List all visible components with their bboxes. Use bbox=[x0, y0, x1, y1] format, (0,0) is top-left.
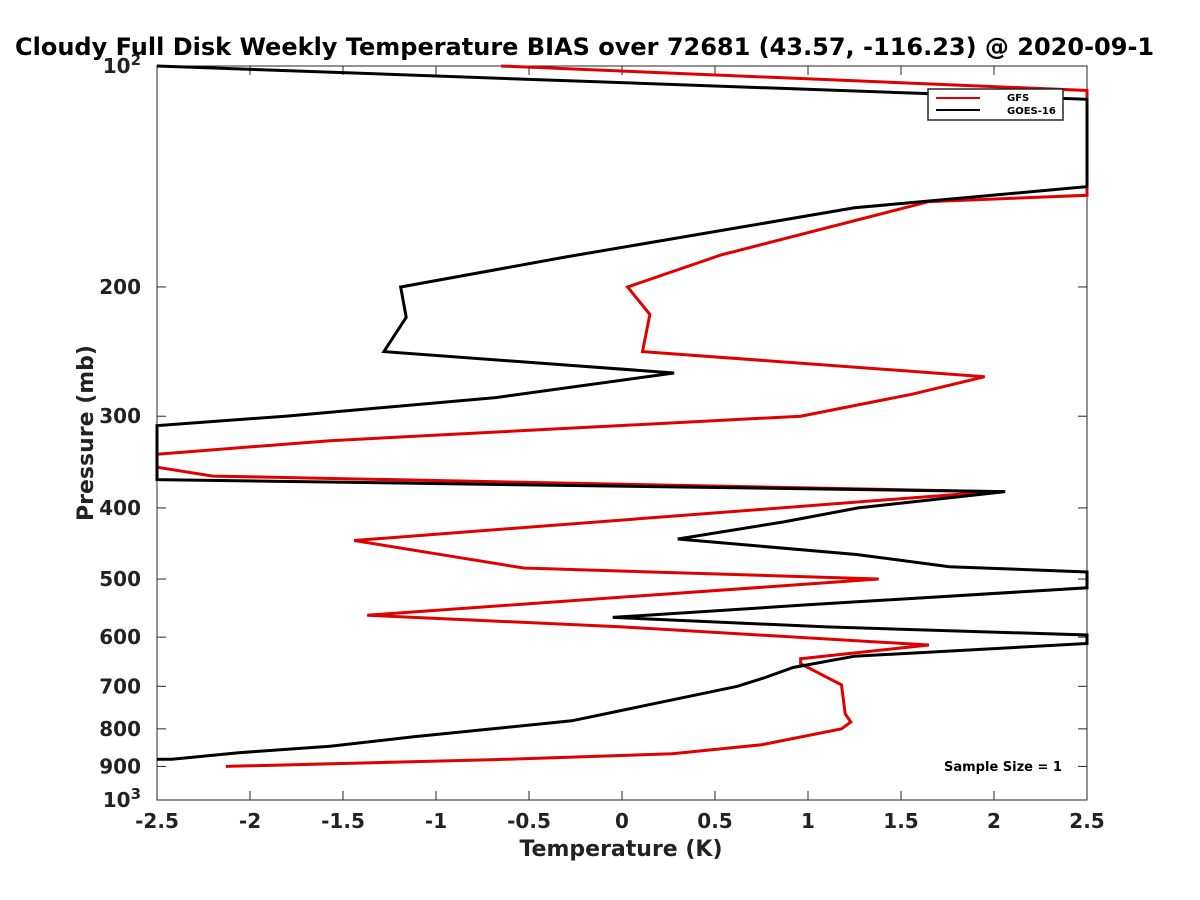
series-line-goes16 bbox=[155, 64, 1089, 761]
y-axis: 102 200 300 400 500 600 700 800 900 103 bbox=[99, 51, 1087, 812]
series-lines bbox=[155, 64, 1089, 768]
y-tick-label: 103 bbox=[103, 785, 141, 812]
x-tick-label: -2 bbox=[239, 809, 261, 833]
y-tick-label: 600 bbox=[99, 625, 141, 649]
chart-title: Cloudy Full Disk Weekly Temperature BIAS… bbox=[15, 33, 1154, 61]
x-tick-label: 0 bbox=[615, 809, 629, 833]
legend: GFS GOES-16 bbox=[927, 88, 1064, 121]
x-tick-label: -0.5 bbox=[507, 809, 551, 833]
x-tick-label: 0.5 bbox=[697, 809, 732, 833]
y-tick-label: 300 bbox=[99, 404, 141, 428]
x-axis: -2.5 -2 -1.5 -1 -0.5 0 0.5 1 1.5 2 2.5 bbox=[135, 66, 1105, 833]
y-tick-label: 700 bbox=[99, 674, 141, 698]
y-tick-label: 800 bbox=[99, 717, 141, 741]
legend-label-goes16: GOES-16 bbox=[1007, 106, 1056, 117]
legend-box bbox=[927, 88, 1064, 121]
x-tick-label: 1 bbox=[801, 809, 815, 833]
series-line-gfs bbox=[155, 64, 1089, 768]
y-tick-label: 102 bbox=[103, 51, 141, 78]
x-tick-label: 2.5 bbox=[1069, 809, 1104, 833]
sample-size-annotation: Sample Size = 1 bbox=[944, 760, 1062, 775]
y-tick-label: 500 bbox=[99, 567, 141, 591]
y-tick-label: 900 bbox=[99, 754, 141, 778]
x-tick-label: -1 bbox=[425, 809, 447, 833]
y-axis-label: Pressure (mb) bbox=[74, 345, 99, 521]
legend-label-gfs: GFS bbox=[1007, 93, 1029, 104]
x-tick-label: 1.5 bbox=[883, 809, 918, 833]
x-tick-label: 2 bbox=[987, 809, 1001, 833]
plot-area-frame bbox=[156, 65, 1088, 801]
x-axis-label: Temperature (K) bbox=[519, 837, 722, 862]
x-tick-label: -2.5 bbox=[135, 809, 179, 833]
x-tick-label: -1.5 bbox=[321, 809, 365, 833]
y-tick-label: 400 bbox=[99, 496, 141, 520]
y-tick-label: 200 bbox=[99, 275, 141, 299]
